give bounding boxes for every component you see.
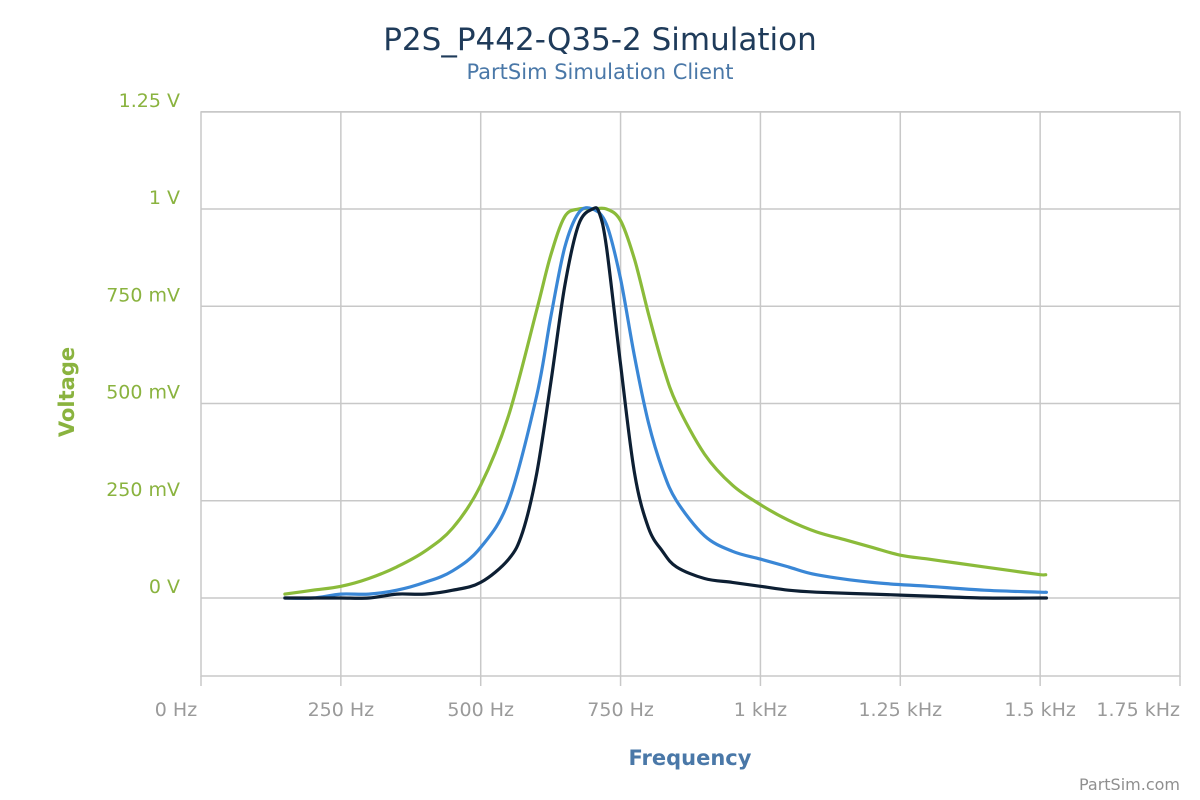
x-tick-label: 0 Hz xyxy=(155,699,197,721)
x-tick-label: 1.25 kHz xyxy=(858,699,942,721)
x-axis-label: Frequency xyxy=(629,746,752,770)
plot-series xyxy=(283,206,1049,600)
chart-title: P2S_P442-Q35-2 Simulation xyxy=(383,22,817,58)
series-line-1 xyxy=(283,206,1048,596)
y-tick-label: 1 V xyxy=(149,187,180,209)
chart-subtitle: PartSim Simulation Client xyxy=(466,60,733,84)
y-tick-label: 0 V xyxy=(149,576,180,598)
x-tick-label: 1.5 kHz xyxy=(1004,699,1076,721)
x-tick-label: 500 Hz xyxy=(447,699,514,721)
x-tick-label: 1.75 kHz xyxy=(1096,699,1180,721)
y-tick-label: 750 mV xyxy=(106,284,180,306)
watermark-text: PartSim.com xyxy=(1079,775,1180,794)
y-tick-label: 250 mV xyxy=(106,479,180,501)
tick-labels: 0 V 250 mV 500 mV 750 mV 1 V 1.25 V 0 Hz 250 Hz… xyxy=(106,90,1180,721)
plot-frame xyxy=(200,111,1181,677)
x-tick-label: 250 Hz xyxy=(308,699,375,721)
series-line-2 xyxy=(283,206,1049,600)
x-tick-label: 750 Hz xyxy=(587,699,654,721)
y-tick-label: 500 mV xyxy=(106,382,180,404)
axes xyxy=(200,111,1181,686)
x-tick-label: 1 kHz xyxy=(734,699,787,721)
series-line-3 xyxy=(283,206,1049,600)
y-axis-label: Voltage xyxy=(55,347,79,437)
y-tick-label: 1.25 V xyxy=(119,90,180,112)
